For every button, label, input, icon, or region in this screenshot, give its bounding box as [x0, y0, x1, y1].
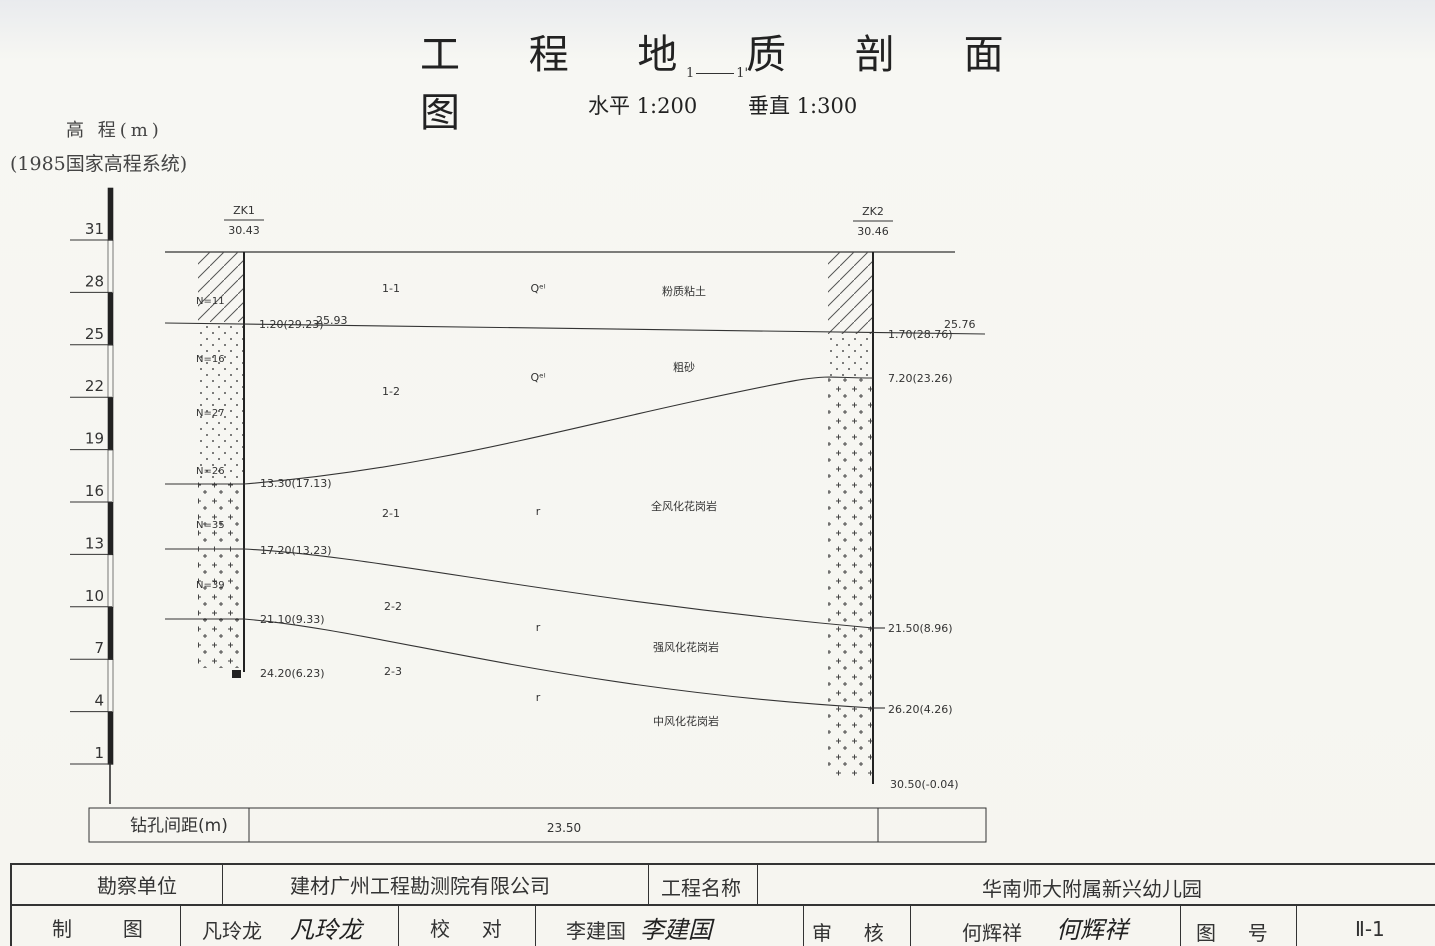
section-right: 1': [736, 66, 749, 81]
zk1-depth-label: 24.20(6.23): [260, 667, 325, 680]
elevation-tick-label: 28: [85, 272, 104, 290]
elevation-scale-bar: [107, 344, 114, 398]
layer-code: 1-1: [382, 282, 400, 295]
spacing-row: 钻孔间距(m) 23.50: [88, 807, 987, 843]
zk2-depth-label: 21.50(8.96): [888, 622, 953, 635]
layer-age: Qᵉˡ: [530, 371, 545, 384]
zk1-n-value: N=16: [196, 354, 225, 365]
elevation-scale-bar: [107, 554, 114, 608]
elevation-tick-label: 16: [85, 482, 104, 500]
reviewed-by: 何辉祥: [962, 921, 1022, 945]
layer-age: r: [536, 691, 541, 704]
elevation-scale-bar: [107, 240, 114, 294]
elevation-tick-label: 7: [94, 639, 104, 657]
drawn-label: 制 图: [52, 917, 143, 941]
zk2-depth-label: 26.20(4.26): [888, 703, 953, 716]
spacing-value: 23.50: [547, 821, 581, 835]
elevation-scale: 31 28 25 22 19 16 13 10 7 4 1: [70, 187, 114, 804]
zk2-depth-label: 7.20(23.26): [888, 372, 953, 385]
layer-name: 强风化花岗岩: [653, 640, 719, 654]
survey-unit-label: 勘察单位: [97, 874, 177, 898]
zk1-n-value: N=11: [196, 296, 225, 307]
layer-name: 中风化花岗岩: [653, 714, 719, 728]
elevation-scale-bar: [107, 292, 114, 346]
zk2-depth-label: 1.70(28.76): [888, 328, 953, 341]
elevation-scale-bar: [107, 711, 114, 765]
zk1-depth-label: 21.10(9.33): [260, 613, 325, 626]
layer-age: r: [536, 621, 541, 634]
drawing-no-label: 图 号: [1196, 921, 1268, 945]
zk2-id: ZK2: [862, 205, 884, 218]
elevation-scale-bar: [107, 606, 114, 660]
zk2-depth-label: 30.50(-0.04): [890, 778, 959, 791]
layer-age: r: [536, 505, 541, 518]
zk1-id: ZK1: [233, 204, 255, 217]
project-name-label: 工程名称: [661, 876, 741, 900]
spacing-label: 钻孔间距(m): [130, 816, 228, 836]
layer-code: 2-3: [384, 665, 402, 678]
zk2-water-level: 25.76: [944, 318, 976, 331]
zk2-elevation: 30.46: [857, 225, 889, 238]
layer-code: 2-1: [382, 507, 400, 520]
elevation-scale-bar: [107, 397, 114, 451]
zk1-depth-label: 13.30(17.13): [260, 477, 332, 490]
project-name: 华南师大附属新兴幼儿园: [982, 877, 1202, 901]
zk1-n-value: N=27: [196, 408, 225, 419]
layer-boundaries: [164, 322, 986, 709]
drawn-by: 凡玲龙: [202, 919, 262, 943]
zk1-n-value: N=39: [196, 580, 225, 591]
section-left: 1: [686, 66, 695, 81]
elevation-tick-label: 10: [85, 587, 104, 605]
drawing-no: Ⅱ-1: [1355, 917, 1385, 941]
reviewed-signature: 何辉祥: [1056, 916, 1128, 944]
borehole-zk2-column: [828, 252, 874, 784]
elevation-scale-bar: [107, 502, 114, 556]
layer-name: 粗砂: [673, 361, 695, 374]
zk1-depth-label: 1.20(29.23): [259, 318, 324, 331]
zk1-elevation: 30.43: [228, 224, 260, 237]
elevation-scale-bar: [107, 187, 114, 241]
zk1-depth-label: 17.20(13.23): [260, 544, 332, 557]
zk1-water-level: 25.93: [316, 314, 348, 327]
elevation-tick-label: 4: [94, 692, 104, 710]
checked-label: 校 对: [430, 917, 502, 941]
elevation-tick-label: 22: [85, 377, 104, 395]
layer-name: 粉质粘土: [662, 284, 706, 298]
zk1-n-value: N=26: [196, 466, 225, 477]
elevation-scale-bar: [107, 659, 114, 713]
layer-code: 1-2: [382, 385, 400, 398]
elevation-tick-label: 13: [85, 534, 104, 552]
drawing-title: 工 程 地 质 剖 面 图: [420, 32, 1032, 136]
layer-age: Qᵉˡ: [530, 282, 545, 295]
layer-name: 全风化花岗岩: [651, 499, 717, 513]
elevation-tick-label: 31: [85, 220, 104, 238]
elevation-system: (1985国家高程系统): [10, 153, 188, 175]
checked-signature: 李建国: [640, 916, 712, 944]
checked-by: 李建国: [566, 919, 626, 943]
zk1-n-value: N=35: [196, 520, 225, 531]
drawn-signature: 凡玲龙: [290, 916, 362, 944]
elevation-tick-label: 19: [85, 430, 104, 448]
borehole-zk1-column: [198, 252, 245, 678]
horizontal-scale: 水平 1:200: [588, 94, 698, 118]
section-id: 1 1': [686, 66, 748, 81]
elevation-scale-bar: [107, 449, 114, 503]
elevation-tick-label: 25: [85, 325, 104, 343]
elevation-label: 高 程(m): [66, 120, 163, 141]
elevation-tick-label: 1: [94, 744, 104, 762]
layer-code: 2-2: [384, 600, 402, 613]
vertical-scale: 垂直 1:300: [748, 94, 858, 118]
reviewed-label: 审 核: [812, 921, 884, 945]
survey-unit: 建材广州工程勘测院有限公司: [290, 874, 550, 898]
